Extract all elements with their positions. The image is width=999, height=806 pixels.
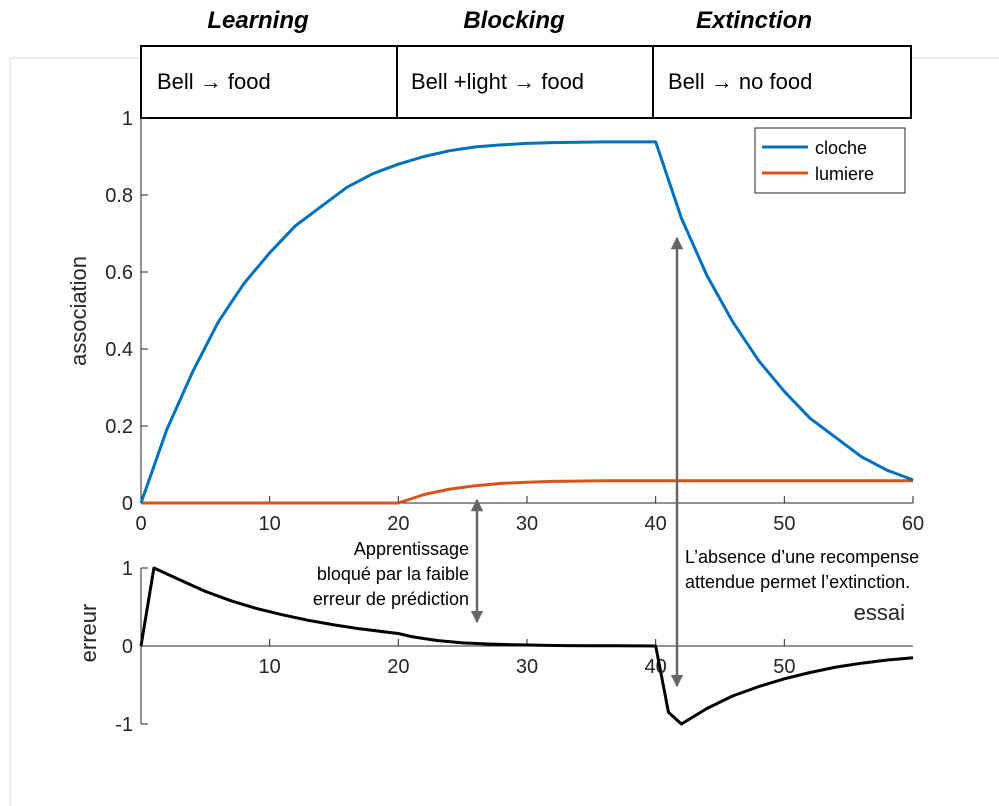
association-y-tick-label: 0 xyxy=(122,493,133,515)
association-x-tick-label: 10 xyxy=(259,513,281,535)
error-x-ticks: 10 20 30 40 50 xyxy=(259,639,795,678)
error-y-ticks: -1 0 1 xyxy=(115,558,148,736)
association-y-tick-label: 0.4 xyxy=(105,339,133,361)
error-x-tick-label: 40 xyxy=(645,656,667,678)
association-x-ticks: 0 10 20 30 40 50 60 xyxy=(135,496,924,535)
association-x-tick-label: 50 xyxy=(773,513,795,535)
annotation-blocking: Apprentissage bloqué par la faible erreu… xyxy=(313,498,484,624)
association-y-tick-label: 0.8 xyxy=(105,185,133,207)
annotation-extinction-line-2: attendue permet l’extinction. xyxy=(685,572,910,592)
association-x-tick-label: 30 xyxy=(516,513,538,535)
phase-box-extinction xyxy=(652,45,912,119)
legend-box xyxy=(754,127,906,194)
phase-box-blocking-label: Bell +light → food xyxy=(411,69,584,94)
phase-box-extinction-label: Bell → no food xyxy=(668,69,812,94)
phase-heading-extinction: Extinction xyxy=(696,7,812,34)
association-x-tick-label: 60 xyxy=(902,513,924,535)
association-series xyxy=(139,140,914,505)
error-y-tick-label: 1 xyxy=(122,558,133,580)
association-y-label: association xyxy=(66,256,91,366)
legend: cloche lumiere xyxy=(754,127,906,194)
annotation-blocking-line-2: bloqué par la faible xyxy=(317,564,469,584)
annotation-extinction-line-1: L’absence d’une recompense xyxy=(685,547,919,567)
legend-label-lumiere: lumiere xyxy=(815,164,874,184)
error-plot: -1 0 1 10 20 30 40 50 erreur essai xyxy=(76,558,914,736)
series-line-erreur xyxy=(139,566,914,726)
series-line-cloche xyxy=(139,140,914,504)
association-y-ticks: 0 0.2 0.4 0.6 0.8 1 xyxy=(105,108,148,515)
error-x-tick-label: 50 xyxy=(773,656,795,678)
phase-box-learning xyxy=(140,45,398,119)
error-series xyxy=(139,566,914,726)
error-x-tick-label: 30 xyxy=(516,656,538,678)
association-y-tick-label: 0.2 xyxy=(105,416,133,438)
association-x-tick-label: 40 xyxy=(645,513,667,535)
legend-label-cloche: cloche xyxy=(815,138,867,158)
phase-table: Bell → food Bell +light → food Bell → no… xyxy=(140,45,912,119)
annotation-blocking-line-1: Apprentissage xyxy=(354,539,469,559)
association-plot: 0 0.2 0.4 0.6 0.8 1 0 10 20 30 40 50 60 association… xyxy=(66,108,924,535)
error-x-tick-label: 10 xyxy=(259,656,281,678)
series-line-lumiere xyxy=(141,479,913,505)
association-x-tick-label: 0 xyxy=(135,513,146,535)
phase-heading-blocking: Blocking xyxy=(463,7,565,34)
annotation-extinction: L’absence d’une recompense attendue perm… xyxy=(670,236,919,688)
phase-box-learning-label: Bell → food xyxy=(157,69,271,94)
error-y-tick-label: -1 xyxy=(115,714,133,736)
annotation-blocking-line-3: erreur de prédiction xyxy=(313,589,469,609)
association-y-tick-label: 0.6 xyxy=(105,262,133,284)
phase-box-blocking xyxy=(396,45,654,119)
error-y-label: erreur xyxy=(76,604,101,663)
error-x-tick-label: 20 xyxy=(387,656,409,678)
error-y-tick-label: 0 xyxy=(122,636,133,658)
phase-heading-learning: Learning xyxy=(207,7,309,34)
association-x-tick-label: 20 xyxy=(387,513,409,535)
error-x-label: essai xyxy=(854,600,905,625)
association-y-tick-label: 1 xyxy=(122,108,133,130)
